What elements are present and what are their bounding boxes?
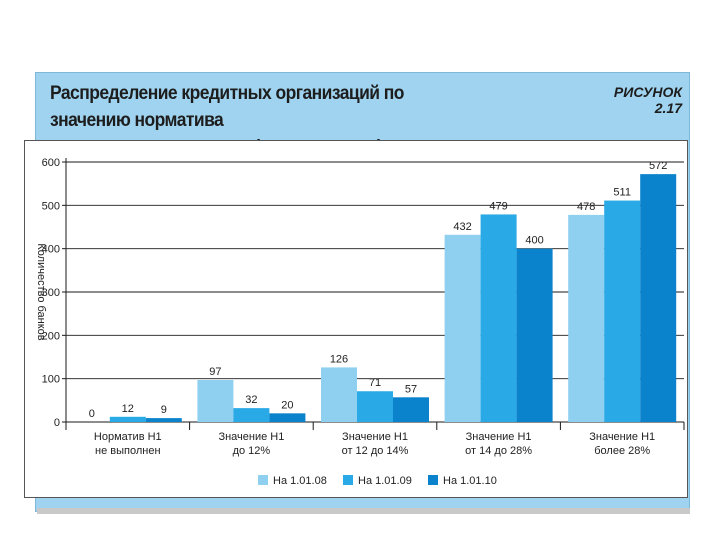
y-tick-label: 0 bbox=[54, 417, 60, 429]
y-tick-label: 100 bbox=[42, 374, 60, 386]
data-label: 9 bbox=[161, 404, 167, 416]
data-label: 572 bbox=[649, 160, 667, 172]
data-label: 511 bbox=[613, 187, 631, 199]
bar-chart: 0 100 200 300 400 500 600 Количество банков 0 12 9… bbox=[35, 157, 685, 487]
y-tick-label: 300 bbox=[42, 287, 60, 299]
data-label: 57 bbox=[405, 383, 417, 395]
data-label: 400 bbox=[525, 235, 543, 247]
legend-label: На 1.01.10 bbox=[443, 475, 497, 487]
data-label: 71 bbox=[369, 377, 381, 389]
bar bbox=[357, 391, 393, 422]
bar bbox=[604, 200, 641, 422]
data-label: 126 bbox=[330, 353, 348, 365]
bar bbox=[640, 174, 677, 422]
legend-label: На 1.01.08 bbox=[273, 475, 327, 487]
x-tick-label: от 12 до 14% bbox=[342, 445, 409, 457]
bar bbox=[393, 397, 429, 422]
bar bbox=[516, 248, 553, 422]
x-tick-label: Значение Н1 bbox=[342, 431, 408, 443]
figure-label: РИСУНОК 2.17 bbox=[613, 84, 682, 116]
data-label: 12 bbox=[122, 403, 134, 415]
legend-swatch bbox=[258, 475, 268, 485]
bar bbox=[480, 214, 517, 422]
bar bbox=[269, 413, 306, 422]
bar bbox=[444, 234, 481, 422]
bar bbox=[568, 214, 605, 422]
bar bbox=[197, 379, 234, 422]
x-tick-label: до 12% bbox=[233, 445, 271, 457]
x-tick-label: Значение Н1 bbox=[466, 431, 532, 443]
x-tick-label: от 14 до 28% bbox=[465, 445, 532, 457]
data-label: 478 bbox=[577, 201, 595, 213]
frame-shadow bbox=[37, 508, 690, 514]
data-label: 32 bbox=[245, 394, 257, 406]
data-label: 0 bbox=[89, 408, 95, 420]
bar bbox=[145, 418, 182, 422]
x-tick-label: Значение Н1 bbox=[218, 431, 284, 443]
data-label: 432 bbox=[453, 221, 471, 233]
y-tick-label: 500 bbox=[42, 200, 60, 212]
data-label: 97 bbox=[209, 366, 221, 378]
legend-swatch bbox=[428, 475, 438, 485]
bar bbox=[109, 416, 146, 422]
data-label: 479 bbox=[489, 200, 507, 212]
y-tick-label: 200 bbox=[42, 330, 60, 342]
x-tick-label: Значение Н1 bbox=[589, 431, 655, 443]
legend-label: На 1.01.09 bbox=[358, 475, 412, 487]
y-tick-label: 600 bbox=[42, 157, 60, 169]
y-tick-label: 400 bbox=[42, 244, 60, 256]
y-axis-label: Количество банков bbox=[35, 243, 47, 340]
bar bbox=[321, 367, 357, 422]
x-tick-label: более 28% bbox=[594, 445, 650, 457]
x-tick-label: не выполнен bbox=[95, 445, 161, 457]
legend-swatch bbox=[343, 475, 353, 485]
bar bbox=[233, 408, 270, 422]
x-tick-label: Норматив Н1 bbox=[94, 431, 162, 443]
chart-title-line-1: Распределение кредитных организаций по з… bbox=[50, 83, 404, 131]
data-label: 20 bbox=[281, 399, 293, 411]
